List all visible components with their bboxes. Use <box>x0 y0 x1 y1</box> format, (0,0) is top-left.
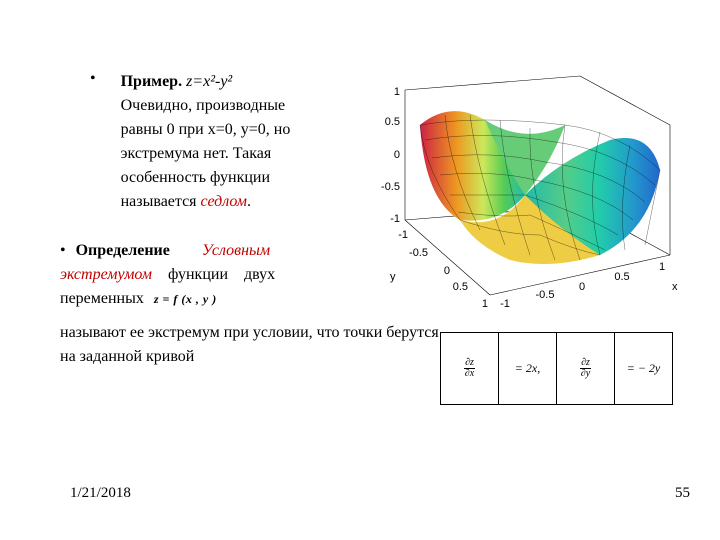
svg-text:0: 0 <box>394 149 400 161</box>
bullet-2: • <box>60 242 66 259</box>
example-period: . <box>247 193 251 210</box>
definition-block: • Определение Условным экстремумом функц… <box>60 239 340 311</box>
svg-text:-0.5: -0.5 <box>381 181 400 193</box>
cell-dzdy-value: = − 2y <box>615 333 673 405</box>
svg-text:0.5: 0.5 <box>453 281 468 293</box>
svg-text:1: 1 <box>659 261 665 273</box>
def-tail1: функции <box>168 266 228 283</box>
def-formula: z = f (x , y ) <box>154 292 217 306</box>
footer-page-number: 55 <box>675 485 690 502</box>
definition-label: Определение <box>76 242 170 259</box>
example-equation: z=x²-y² <box>186 73 232 90</box>
svg-text:-1: -1 <box>390 213 400 225</box>
cell-dzdx-value: = 2x, <box>499 333 557 405</box>
svg-text:0: 0 <box>444 265 450 277</box>
bullet-1: • <box>90 70 96 214</box>
example-label: Пример. <box>121 73 182 90</box>
cell-dzdy-label: ∂z∂y <box>557 333 615 405</box>
svg-text:x: x <box>672 281 678 293</box>
cell-dzdx-label: ∂z∂x <box>441 333 499 405</box>
svg-text:-1: -1 <box>398 229 408 241</box>
svg-text:-1: -1 <box>500 298 510 310</box>
example-block: Пример. z=x²-y² Очевидно, производные ра… <box>121 70 331 214</box>
svg-text:y: y <box>390 271 396 283</box>
svg-text:-0.5: -0.5 <box>409 247 428 259</box>
svg-text:1: 1 <box>482 298 488 310</box>
svg-text:-0.5: -0.5 <box>536 289 555 301</box>
saddle-surface-chart: 1 0.5 0 -0.5 -1 -1 -0.5 0 0.5 1 y -1 -0.… <box>350 70 690 340</box>
saddle-word: седлом <box>201 193 247 210</box>
footer-date: 1/21/2018 <box>70 485 131 502</box>
svg-text:1: 1 <box>394 86 400 98</box>
svg-text:0.5: 0.5 <box>614 271 629 283</box>
derivative-table: ∂z∂x = 2x, ∂z∂y = − 2y <box>440 332 673 405</box>
svg-text:0.5: 0.5 <box>385 116 400 128</box>
svg-text:0: 0 <box>579 281 585 293</box>
